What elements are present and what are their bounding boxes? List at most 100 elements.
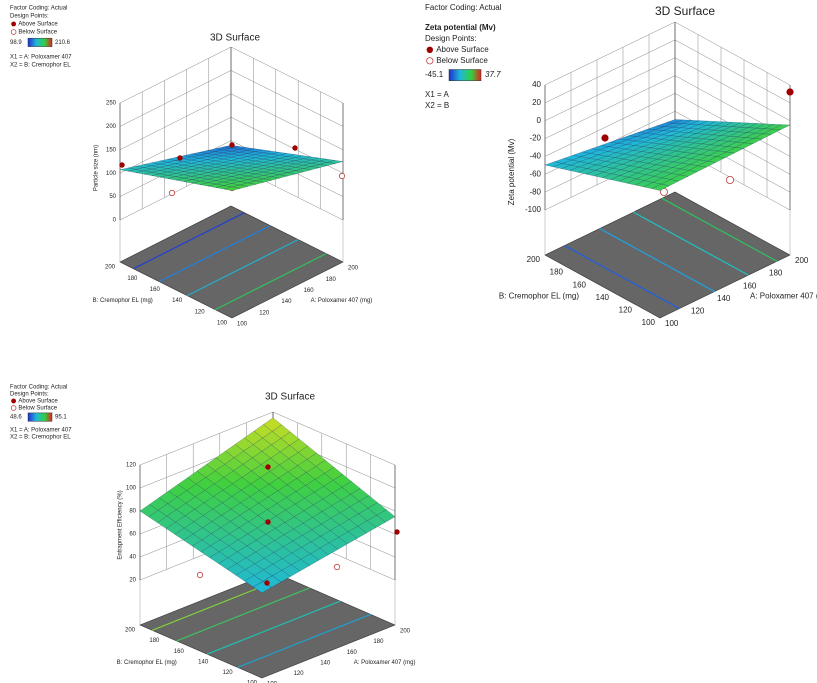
design-point-below — [333, 563, 341, 571]
y-axis-title: B: Cremophor EL (mg) — [93, 298, 153, 304]
legend-x2: X2 = B: Cremophor EL — [10, 434, 71, 440]
design-point-above — [601, 134, 609, 142]
design-point-above — [265, 519, 271, 525]
legend-x2: X2 = B — [425, 101, 449, 110]
floor-contour — [176, 587, 310, 642]
legend-below-marker — [426, 57, 434, 65]
x-tick-label: 100 — [267, 682, 278, 683]
z-tick-label: 40 — [129, 555, 136, 561]
x-tick-label: 120 — [259, 310, 270, 316]
x-tick-label: 160 — [743, 281, 757, 290]
z-axis-title: Zeta potential (Mv) — [507, 138, 516, 205]
y-axis-title: B: Cremophor EL (mg) — [499, 291, 580, 300]
floor-contour — [599, 228, 715, 293]
legend-below: Below Surface — [436, 56, 488, 65]
legend-coding: Factor Coding: Actual — [425, 3, 502, 12]
colorbar — [27, 412, 53, 422]
z-tick-label: -40 — [529, 152, 541, 161]
legend-below: Below Surface — [18, 406, 57, 412]
z-tick-label: 50 — [109, 194, 116, 200]
chart-title: 3D Surface — [210, 33, 260, 44]
design-point-above — [264, 580, 270, 586]
x-tick-label: 140 — [281, 299, 292, 305]
z-tick-label: 80 — [129, 509, 136, 515]
x-tick-label: 200 — [795, 256, 809, 265]
y-tick-label: 120 — [223, 670, 234, 676]
z-tick-label: -100 — [525, 205, 542, 214]
legend-above-marker — [11, 21, 16, 27]
z-tick-label: 0 — [113, 218, 117, 224]
z-tick-label: 200 — [106, 124, 117, 130]
colorbar-max: 210.6 — [55, 40, 71, 46]
x-tick-label: 140 — [717, 294, 731, 303]
legend-above-marker — [11, 398, 16, 404]
legend-design-points: Design Points: — [10, 14, 49, 20]
floor-contour — [633, 211, 749, 276]
colorbar-min: 48.6 — [10, 415, 22, 421]
legend-above: Above Surface — [18, 22, 58, 28]
floor-contour — [214, 253, 327, 311]
design-point-below — [726, 175, 735, 184]
x-tick-label: 200 — [348, 266, 359, 272]
y-tick-label: 100 — [247, 681, 258, 683]
floor-contour — [186, 239, 299, 297]
design-point-above — [229, 142, 235, 148]
z-tick-label: -20 — [529, 134, 541, 143]
legend-x1: X1 = A: Poloxamer 407 — [10, 54, 72, 60]
y-tick-label: 180 — [550, 268, 564, 277]
surface-cell — [651, 183, 670, 191]
legend-design-points: Design Points: — [10, 392, 49, 398]
y-tick-label: 120 — [195, 309, 206, 315]
legend-x1: X1 = A — [425, 90, 449, 99]
legend-above: Above Surface — [436, 45, 489, 54]
z-tick-label: 150 — [106, 147, 117, 153]
design-point-above — [265, 464, 271, 470]
chart-title: 3D Surface — [655, 4, 715, 18]
design-point-above — [786, 88, 794, 96]
z-tick-label: -80 — [529, 187, 541, 196]
colorbar-max: 37.7 — [485, 70, 501, 79]
design-point-below — [196, 571, 204, 579]
x-tick-label: 180 — [326, 277, 337, 283]
legend-above-marker — [426, 46, 433, 53]
floor — [544, 191, 791, 319]
z-tick-label: 20 — [129, 578, 136, 584]
floor-contour — [158, 225, 271, 283]
x-axis-title: A: Poloxamer 407 (mg) — [750, 291, 817, 300]
y-tick-label: 140 — [596, 293, 610, 302]
z-tick-label: 0 — [537, 116, 542, 125]
y-axis-title: B: Cremophor EL (mg) — [117, 660, 177, 666]
legend-below-marker — [10, 405, 17, 411]
x-tick-label: 180 — [769, 269, 783, 278]
x-tick-label: 140 — [320, 660, 331, 666]
z-axis-title: Particle size (nm) — [94, 145, 100, 191]
z-axis-title: Entrapment Efficiency (%) — [118, 490, 124, 559]
z-tick-label: 120 — [126, 463, 137, 469]
legend-below: Below Surface — [18, 30, 57, 36]
legend-below-marker — [10, 29, 17, 35]
design-point-above — [394, 529, 400, 535]
x-tick-label: 100 — [237, 322, 248, 328]
x-tick-label: 120 — [294, 671, 305, 677]
x-axis-title: A: Poloxamer 407 (mg) — [311, 298, 373, 304]
legend-heading: Zeta potential (Mv) — [425, 23, 496, 32]
colorbar — [448, 69, 482, 81]
design-point-below — [338, 172, 346, 180]
design-point-above — [119, 162, 125, 168]
y-tick-label: 160 — [150, 287, 161, 293]
x-tick-label: 100 — [665, 319, 679, 328]
floor-contour — [661, 197, 778, 262]
chart-title: 3D Surface — [265, 392, 315, 403]
legend-design-points: Design Points: — [425, 34, 477, 43]
legend-above: Above Surface — [18, 399, 58, 405]
y-tick-label: 200 — [125, 628, 136, 634]
y-tick-label: 140 — [198, 659, 209, 665]
floor-contour — [206, 600, 341, 655]
x-tick-label: 200 — [400, 629, 411, 635]
y-tick-label: 200 — [527, 255, 541, 264]
legend-x2: X2 = B: Cremophor EL — [10, 62, 71, 68]
y-tick-label: 180 — [127, 276, 138, 282]
z-tick-label: 100 — [106, 171, 117, 177]
